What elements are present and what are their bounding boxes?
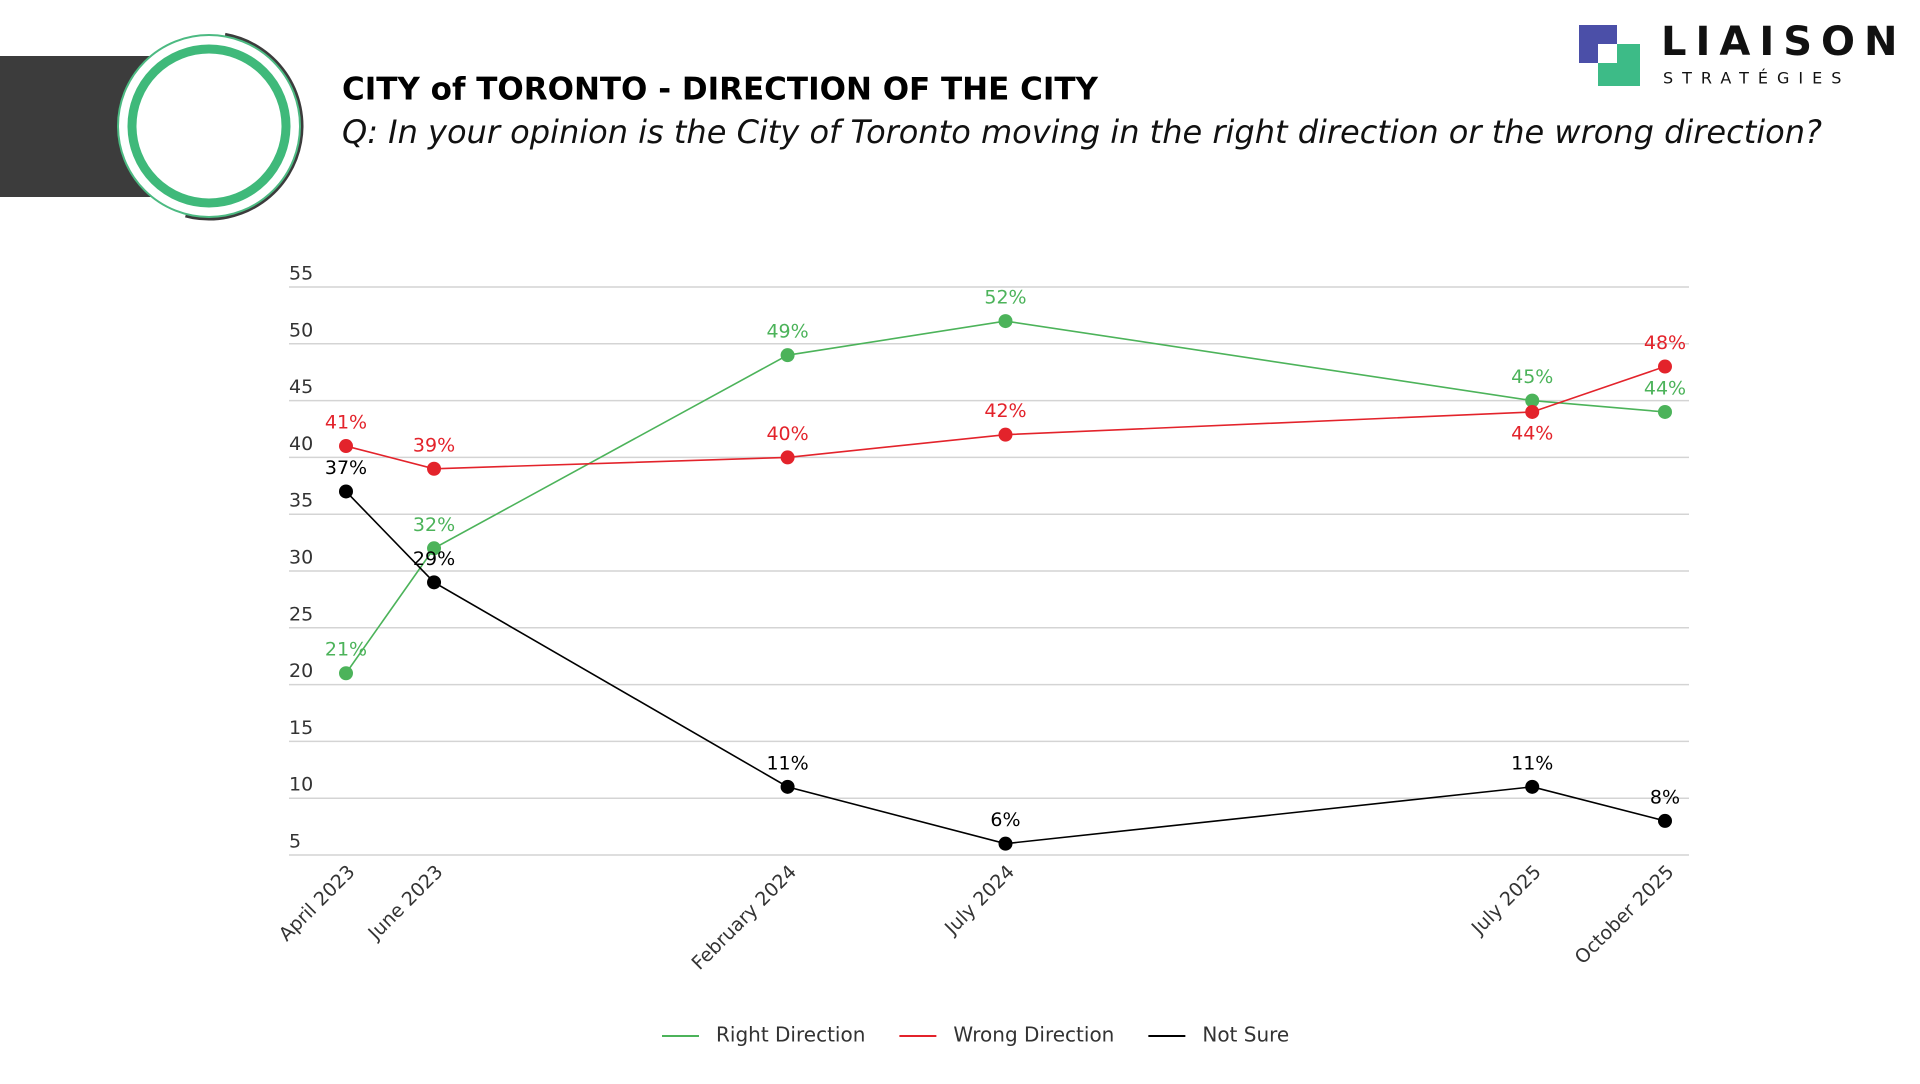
y-tick-label: 55 bbox=[289, 263, 313, 285]
data-label: 37% bbox=[325, 457, 367, 479]
data-point bbox=[1658, 813, 1672, 828]
decor-circle bbox=[127, 44, 291, 208]
data-point bbox=[780, 348, 795, 363]
x-tick-label: July 2024 bbox=[940, 861, 1019, 940]
data-label: 11% bbox=[766, 752, 808, 774]
data-point bbox=[427, 575, 442, 590]
legend-label: Right Direction bbox=[716, 1023, 865, 1047]
data-point bbox=[998, 836, 1013, 851]
x-tick-label: April 2023 bbox=[275, 861, 360, 946]
y-tick-label: 40 bbox=[289, 433, 313, 455]
series-line bbox=[345, 320, 1666, 674]
x-tick-label: July 2025 bbox=[1467, 861, 1546, 940]
data-point bbox=[998, 427, 1013, 442]
data-label: 45% bbox=[1511, 366, 1553, 388]
data-label: 44% bbox=[1511, 422, 1553, 444]
data-point bbox=[780, 450, 795, 465]
data-label: 8% bbox=[1650, 786, 1680, 808]
x-tick-label: October 2025 bbox=[1571, 861, 1679, 969]
logo-name: LIAISON bbox=[1661, 19, 1907, 65]
y-tick-label: 50 bbox=[289, 319, 313, 341]
x-tick-label: June 2023 bbox=[363, 861, 447, 945]
legend-label: Not Sure bbox=[1202, 1023, 1289, 1047]
data-label: 40% bbox=[766, 423, 808, 445]
data-point bbox=[339, 666, 353, 681]
data-label: 11% bbox=[1511, 752, 1553, 774]
data-point bbox=[1658, 359, 1672, 374]
data-point bbox=[427, 461, 442, 476]
data-label: 32% bbox=[413, 514, 455, 536]
chart-subtitle: Q: In your opinion is the City of Toront… bbox=[342, 113, 1822, 151]
data-label: 21% bbox=[325, 639, 367, 661]
x-tick-label: February 2024 bbox=[687, 861, 801, 975]
data-label: 6% bbox=[990, 809, 1020, 831]
series-line bbox=[345, 365, 1666, 470]
y-tick-label: 20 bbox=[289, 660, 313, 682]
data-point bbox=[1658, 404, 1672, 419]
y-tick-label: 35 bbox=[289, 490, 313, 512]
data-label: 39% bbox=[413, 434, 455, 456]
data-label: 41% bbox=[325, 412, 367, 434]
y-tick-label: 30 bbox=[289, 547, 313, 569]
logo-square bbox=[1598, 44, 1617, 63]
data-point bbox=[1525, 393, 1540, 408]
y-tick-label: 10 bbox=[289, 774, 313, 796]
y-tick-label: 5 bbox=[289, 831, 301, 853]
y-tick-label: 25 bbox=[289, 603, 313, 625]
y-tick-label: 45 bbox=[289, 376, 313, 398]
series-line bbox=[345, 490, 1666, 845]
logo-tagline: STRATÉGIES bbox=[1663, 69, 1850, 88]
legend-label: Wrong Direction bbox=[953, 1023, 1114, 1047]
data-point bbox=[780, 779, 795, 794]
data-label: 49% bbox=[766, 321, 808, 343]
data-point bbox=[1525, 404, 1540, 419]
data-point bbox=[998, 314, 1013, 329]
chart-title: CITY of TORONTO - DIRECTION OF THE CITY bbox=[342, 72, 1099, 108]
data-label: 29% bbox=[413, 548, 455, 570]
data-point bbox=[1525, 779, 1540, 794]
data-label: 44% bbox=[1644, 377, 1686, 399]
y-tick-label: 15 bbox=[289, 717, 313, 739]
data-label: 42% bbox=[984, 400, 1026, 422]
data-point bbox=[339, 439, 353, 454]
data-label: 52% bbox=[984, 287, 1026, 309]
data-point bbox=[339, 484, 353, 499]
data-point bbox=[427, 541, 442, 556]
data-label: 48% bbox=[1644, 332, 1686, 354]
